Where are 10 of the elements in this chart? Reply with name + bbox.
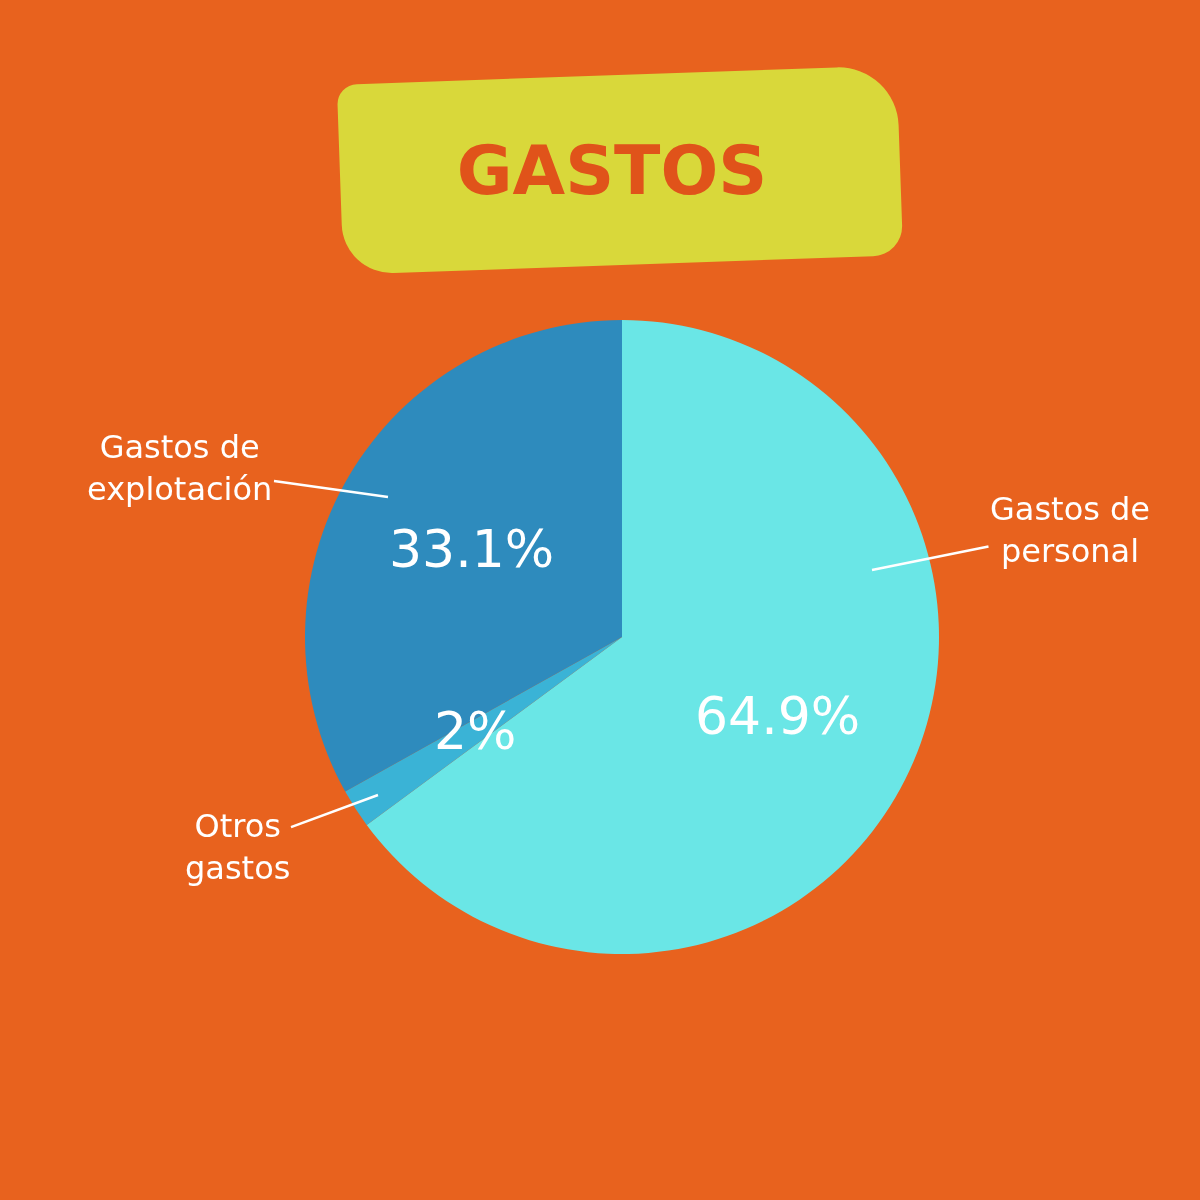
pie-slice (345, 637, 622, 825)
data-label: 2% (434, 701, 517, 761)
slice-label: Gastos de personal (990, 490, 1151, 570)
data-label: 33.1% (389, 519, 555, 579)
data-label: 64.9% (695, 686, 861, 746)
slice-label: Otros gastos (185, 807, 291, 887)
chart-title: GASTOS (456, 130, 768, 210)
slice-label: Gastos de explotación (87, 428, 273, 508)
pie-slice (305, 320, 622, 792)
pie-slice (366, 320, 939, 954)
